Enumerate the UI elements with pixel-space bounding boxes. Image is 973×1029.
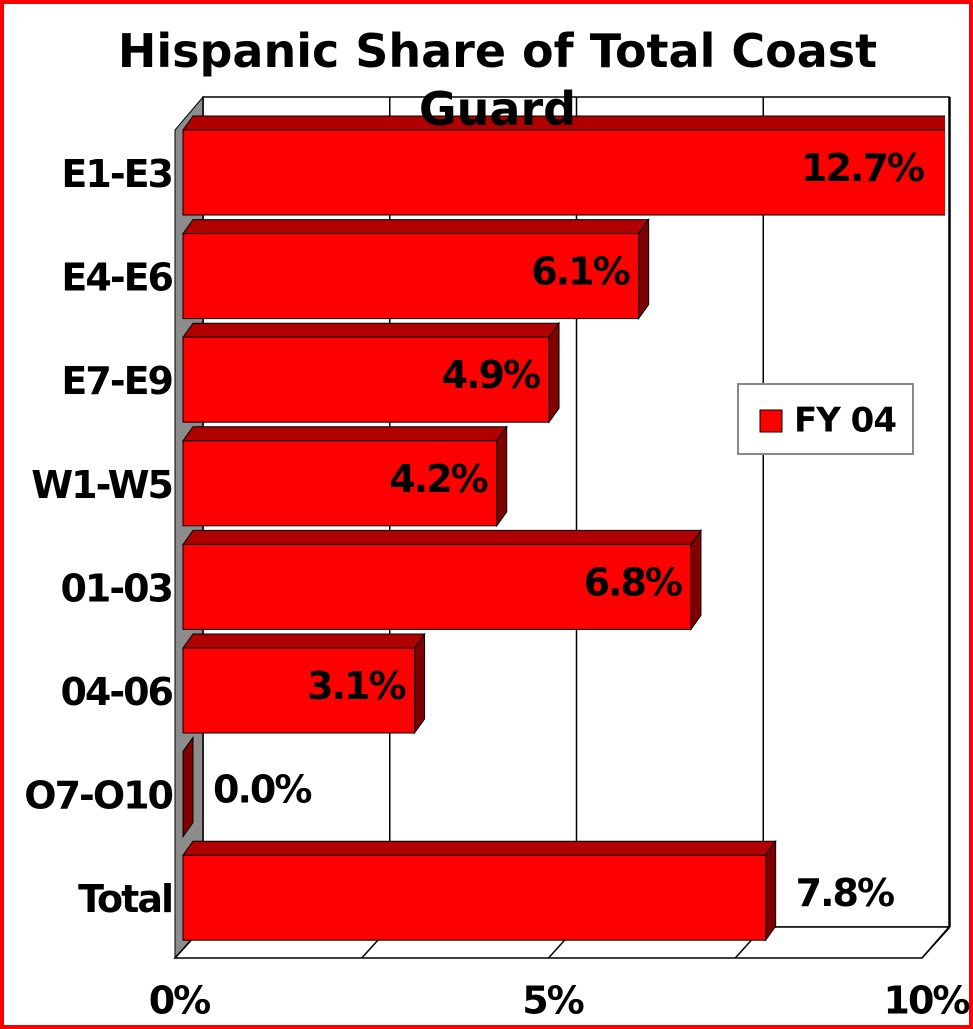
- value-label: 6.8%: [584, 560, 682, 604]
- value-label: 4.9%: [442, 353, 540, 397]
- y-tick-label: E1-E3: [61, 152, 172, 196]
- bar-top: [182, 529, 702, 545]
- bar-top: [182, 840, 777, 856]
- bar-top: [182, 633, 426, 649]
- bar-top: [182, 219, 650, 235]
- bar: [182, 632, 426, 735]
- y-tick-label: 04-06: [60, 670, 172, 714]
- bar-side: [182, 736, 194, 839]
- bar: [182, 218, 650, 321]
- bar-front: [182, 233, 640, 320]
- bar-side: [414, 632, 426, 735]
- y-tick-label: E7-E9: [61, 359, 172, 403]
- bar-top: [182, 322, 561, 338]
- bar-side: [638, 218, 650, 321]
- value-label: 7.8%: [796, 871, 894, 915]
- bar-front: [182, 543, 692, 630]
- grid-line: [921, 926, 951, 959]
- bar-side: [765, 839, 777, 942]
- bar-front: [182, 647, 416, 734]
- x-tick-label: 10%: [884, 979, 970, 1023]
- bar-front: [182, 440, 498, 527]
- bar-front: [182, 336, 550, 423]
- bar: [182, 115, 945, 216]
- legend-swatch: [759, 409, 783, 433]
- x-tick-label: 5%: [522, 979, 583, 1023]
- x-tick-label: 0%: [149, 979, 210, 1023]
- bar-side: [548, 321, 560, 424]
- bar-top: [182, 426, 508, 442]
- chart-title: Hispanic Share of Total Coast Guard: [117, 24, 878, 136]
- y-tick-label: E4-E6: [61, 256, 172, 300]
- y-tick-label: Total: [78, 877, 172, 921]
- bar-side: [690, 528, 702, 631]
- legend-label: FY 04: [794, 401, 896, 441]
- value-label: 12.7%: [801, 146, 924, 190]
- y-tick-label: O7-O10: [24, 774, 172, 818]
- bar-front: [182, 854, 767, 941]
- bar: [182, 528, 702, 631]
- bar-front: [182, 129, 945, 216]
- value-label: 4.2%: [389, 457, 487, 501]
- value-label: 6.1%: [531, 250, 629, 294]
- bar: [182, 736, 194, 839]
- bar: [182, 839, 777, 942]
- y-tick-label: W1-W5: [31, 463, 172, 507]
- y-tick-label: 01-03: [60, 566, 172, 610]
- value-label: 3.1%: [307, 664, 405, 708]
- bar: [182, 425, 508, 528]
- bar-side: [496, 425, 508, 528]
- value-label: 0.0%: [213, 768, 311, 812]
- bar: [182, 321, 561, 424]
